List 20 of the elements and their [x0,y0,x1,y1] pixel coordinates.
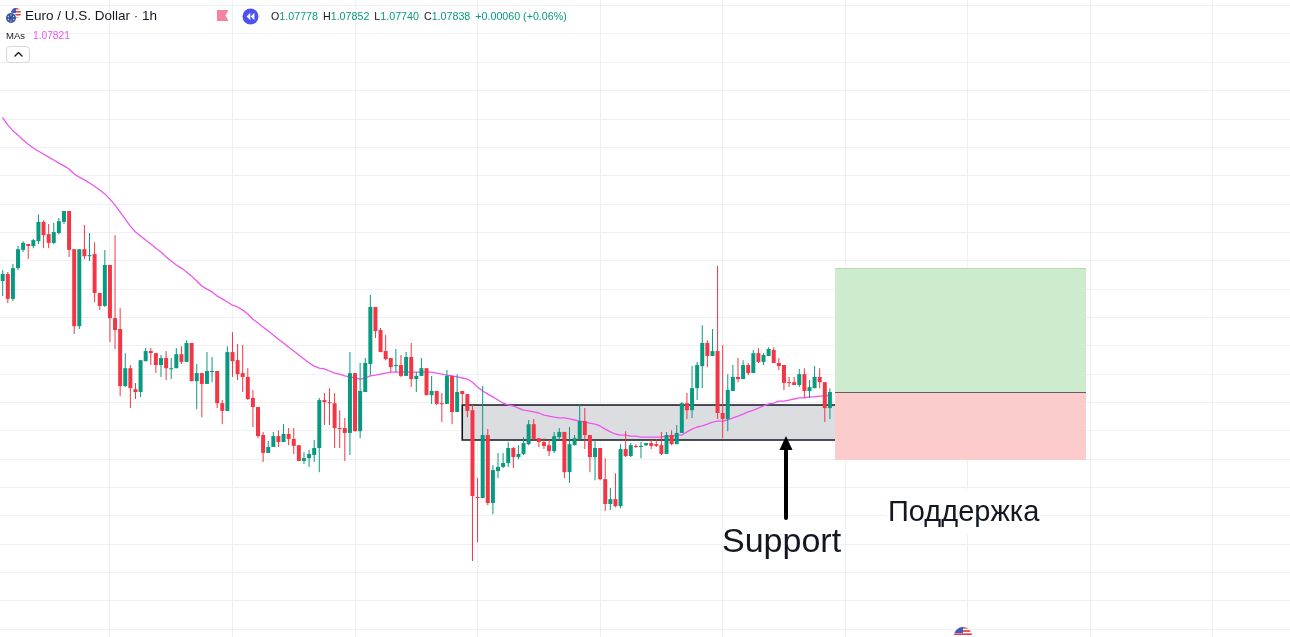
candlestick [736,358,740,383]
candlestick [322,393,327,425]
text: H1.07852 [322,10,370,22]
text: C1.07838 [423,10,471,22]
text: 1.07821 [33,30,70,42]
candlestick [475,478,480,543]
text: MAs [6,30,25,42]
text: O1.07778 [271,10,318,22]
candlestick [720,345,725,439]
candlestick [87,233,92,262]
candlestick [439,393,444,423]
text: +0.00060 (+0.06%) [475,10,567,23]
candlestick [169,358,174,380]
candlestick [638,442,643,459]
text: Поддержка [886,489,1042,535]
annotation: Support [722,521,842,561]
candlestick [393,348,398,373]
candlestick [240,345,245,392]
chart-title: Euro / U.S. Dollar · 1h [25,8,158,24]
text: L1.07740 [374,10,419,22]
